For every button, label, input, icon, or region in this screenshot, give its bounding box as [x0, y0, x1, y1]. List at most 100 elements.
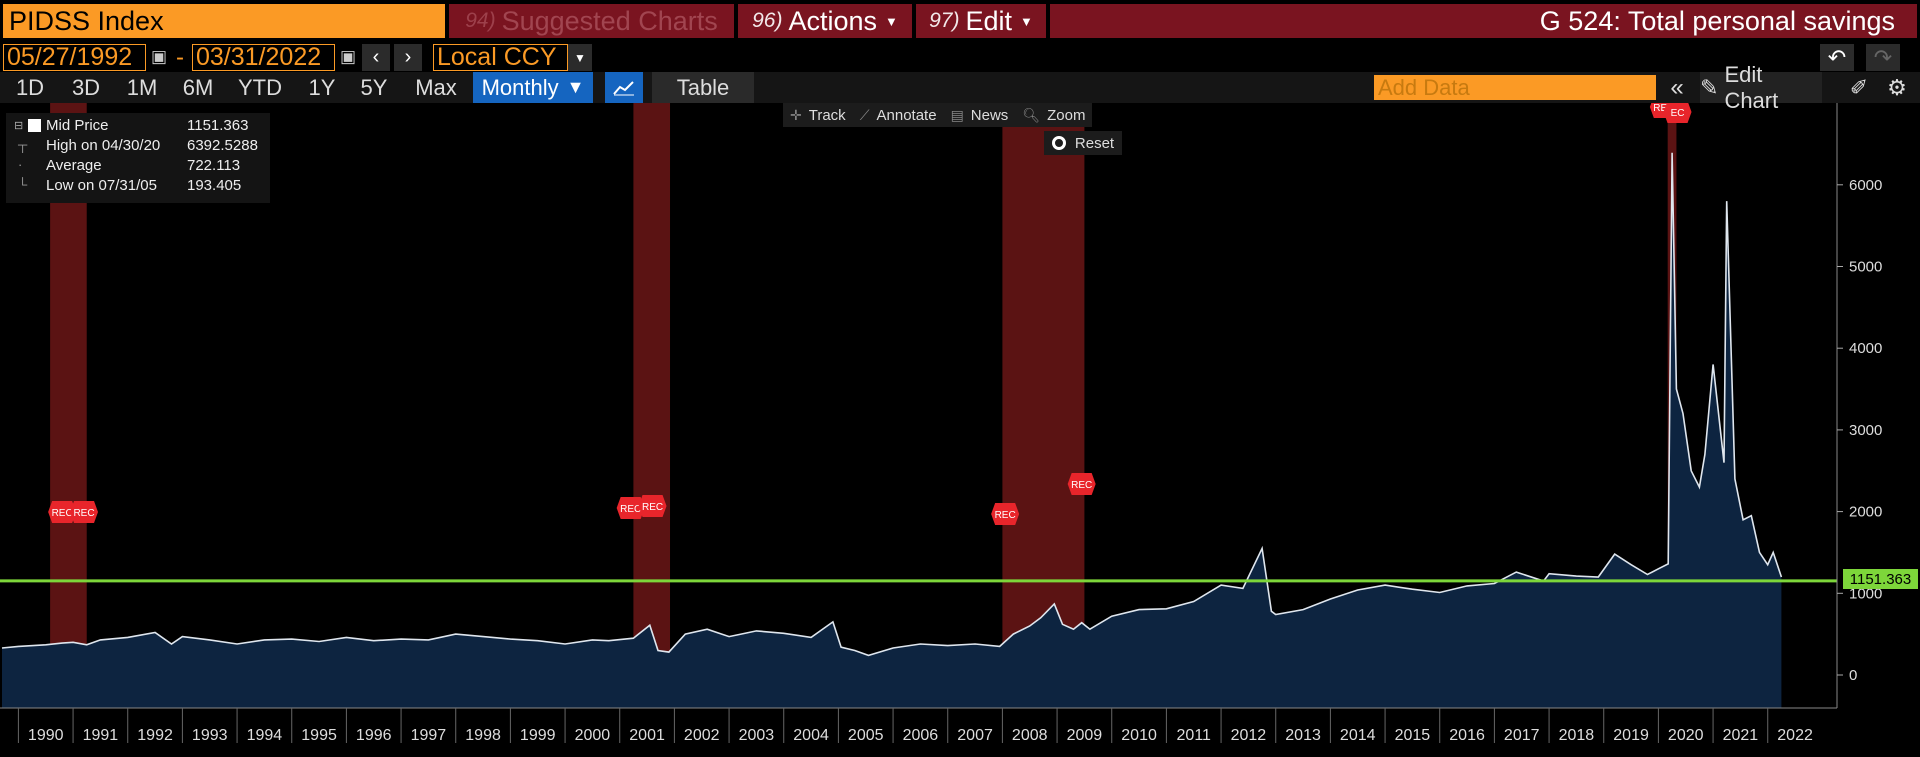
start-date-input[interactable]: 05/27/1992: [3, 43, 146, 71]
caret-down-icon: ▼: [885, 13, 898, 29]
legend-high-label: High on 04/30/20: [46, 137, 161, 154]
x-tick-label: 1993: [192, 727, 228, 744]
currency-dropdown-icon[interactable]: ▼: [568, 44, 592, 71]
edit-icon[interactable]: ✐: [1849, 74, 1869, 100]
x-tick-label: 1999: [520, 727, 556, 744]
chart-title-text: G 524: Total personal savings: [1539, 5, 1895, 36]
date-separator: -: [176, 44, 184, 71]
magnifier-icon: 🔍︎: [1022, 106, 1041, 123]
prev-period-button[interactable]: ‹: [362, 44, 390, 71]
annotate-button[interactable]: ⟋ Annotate: [853, 107, 944, 124]
menu-number: 96): [752, 9, 783, 32]
redo-icon[interactable]: ↷: [1866, 44, 1900, 71]
currency-select[interactable]: Local CCY: [433, 43, 568, 71]
legend-panel: ⊟ ┬ · └ Mid Price 1151.363 High on 04/30/2…: [6, 113, 270, 203]
x-tick-label: 1992: [137, 727, 173, 744]
annotate-label: Annotate: [876, 106, 937, 124]
x-tick-label: 2002: [684, 727, 720, 744]
legend-tree-icon: ┬ · └: [18, 137, 28, 192]
x-tick-label: 2011: [1177, 727, 1212, 744]
x-tick-label: 2010: [1121, 727, 1157, 744]
y-tick-label: 4000: [1849, 340, 1882, 357]
menu-label: Suggested Charts: [501, 5, 718, 36]
line-chart-icon[interactable]: [605, 72, 643, 103]
collapse-icon[interactable]: «: [1670, 73, 1684, 101]
period-5y-button[interactable]: 5Y: [360, 74, 388, 100]
recession-marker[interactable]: REC: [1067, 473, 1096, 495]
menu-label: Actions: [788, 5, 878, 36]
x-tick-label: 2008: [1012, 727, 1048, 744]
ticker-label: PIDSS Index: [9, 5, 164, 36]
recession-marker[interactable]: REC: [70, 501, 98, 523]
ticker-field[interactable]: PIDSS Index: [3, 4, 445, 38]
news-button[interactable]: ▤ News: [944, 107, 1016, 124]
end-date-input[interactable]: 03/31/2022: [192, 43, 335, 71]
x-tick-label: 2022: [1777, 727, 1813, 744]
track-label: Track: [808, 106, 846, 124]
menu-number: 94): [465, 9, 496, 32]
frequency-select[interactable]: Monthly ▼: [473, 72, 593, 103]
x-tick-label: 2004: [793, 727, 829, 744]
actions-menu[interactable]: 96) Actions ▼: [738, 4, 912, 38]
x-tick-label: 2000: [575, 727, 611, 744]
gear-icon[interactable]: ⚙: [1887, 74, 1907, 100]
recession-marker[interactable]: REC: [616, 497, 645, 519]
recession-marker[interactable]: REC: [48, 501, 77, 523]
x-tick-label: 1991: [83, 727, 119, 744]
period-1y-button[interactable]: 1Y: [308, 74, 336, 100]
caret-down-icon: ▼: [1020, 13, 1033, 29]
next-period-button[interactable]: ›: [394, 44, 422, 71]
y-tick-label: 1000: [1849, 585, 1882, 602]
svg-text:REC: REC: [642, 502, 663, 513]
legend-collapse-icon[interactable]: ⊟: [14, 120, 24, 132]
track-button[interactable]: ✛ Track: [783, 107, 853, 124]
x-tick-label: 2006: [903, 727, 939, 744]
zoom-button[interactable]: 🔍︎ Zoom: [1015, 107, 1092, 124]
table-button[interactable]: Table: [652, 72, 754, 103]
recession-marker[interactable]: EC: [1663, 103, 1692, 123]
calendar-icon[interactable]: ▣: [340, 47, 357, 66]
period-1m-button[interactable]: 1M: [126, 74, 158, 100]
y-tick-label: 0: [1849, 667, 1857, 684]
news-icon: ▤: [950, 106, 964, 123]
add-data-input[interactable]: Add Data: [1374, 75, 1656, 100]
period-ytd-button[interactable]: YTD: [238, 74, 282, 100]
reset-button[interactable]: Reset: [1044, 131, 1122, 155]
y-tick-label: 3000: [1849, 422, 1882, 439]
x-tick-label: 2013: [1285, 727, 1321, 744]
svg-text:REC: REC: [73, 508, 94, 519]
x-tick-label: 2003: [739, 727, 775, 744]
x-tick-label: 2018: [1559, 727, 1595, 744]
crosshair-icon: ✛: [790, 106, 802, 123]
edit-chart-button[interactable]: ✎ Edit Chart: [1700, 62, 1822, 113]
y-tick-label: 6000: [1849, 177, 1882, 194]
x-tick-label: 2017: [1504, 727, 1540, 744]
date-range-bar: 05/27/1992 ▣ - 03/31/2022 ▣ ‹ › Local CC…: [0, 42, 1920, 72]
legend-avg-label: Average: [46, 157, 102, 174]
x-tick-label: 2007: [957, 727, 993, 744]
legend-mid-label: Mid Price: [46, 117, 109, 134]
suggested-charts-menu[interactable]: 94) Suggested Charts: [449, 4, 734, 38]
legend-high-value: 6392.5288: [187, 137, 258, 154]
start-date-value: 05/27/1992: [7, 43, 133, 71]
period-1d-button[interactable]: 1D: [15, 74, 45, 100]
period-6m-button[interactable]: 6M: [182, 74, 214, 100]
recession-band: [50, 103, 87, 708]
period-max-button[interactable]: Max: [415, 74, 457, 100]
menu-number: 97): [929, 9, 960, 32]
period-3d-button[interactable]: 3D: [71, 74, 101, 100]
calendar-icon[interactable]: ▣: [151, 47, 168, 66]
x-tick-label: 2021: [1723, 727, 1759, 744]
svg-text:REC: REC: [1071, 480, 1092, 491]
y-tick-label: 5000: [1849, 259, 1882, 276]
undo-icon[interactable]: ↶: [1820, 44, 1854, 71]
legend-low-value: 193.405: [187, 177, 242, 194]
reset-icon: [1051, 136, 1066, 150]
legend-avg-value: 722.113: [187, 157, 241, 174]
x-tick-label: 1994: [247, 727, 283, 744]
edit-menu[interactable]: 97) Edit ▼: [916, 4, 1046, 38]
x-tick-label: 1996: [356, 727, 392, 744]
recession-marker[interactable]: REC: [991, 503, 1020, 525]
recession-marker[interactable]: REC: [638, 495, 667, 517]
